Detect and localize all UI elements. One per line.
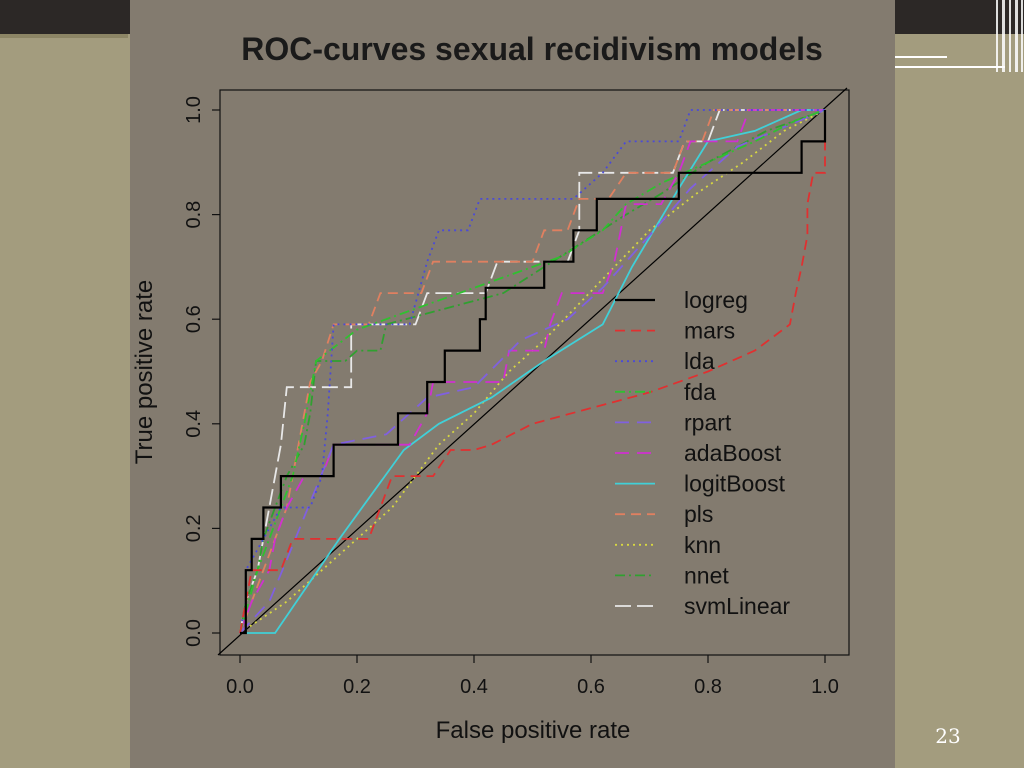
series-knn-line bbox=[239, 109, 826, 634]
x-tick-label: 0.8 bbox=[694, 676, 722, 698]
y-axis-title: True positive rate bbox=[131, 280, 158, 465]
y-tick-label: 0.4 bbox=[183, 410, 205, 438]
slide-number: 23 bbox=[935, 724, 961, 748]
chart-title: ROC-curves sexual recidivism models bbox=[241, 31, 823, 67]
legend-label-logitboost: logitBoost bbox=[684, 471, 786, 497]
legend-label-lda: lda bbox=[684, 348, 715, 374]
y-tick-label: 0.8 bbox=[183, 201, 205, 229]
series-mars-line bbox=[239, 110, 826, 634]
x-tick-label: 0.4 bbox=[460, 676, 488, 698]
series-logitboost-line bbox=[240, 109, 825, 634]
legend-label-nnet: nnet bbox=[684, 562, 729, 588]
series-fda-line bbox=[239, 109, 826, 634]
y-tick-label: 0.2 bbox=[183, 514, 205, 542]
series-rpart-line bbox=[239, 109, 826, 634]
x-axis-title: False positive rate bbox=[436, 717, 631, 744]
roc-chart: ROC-curves sexual recidivism models Fals… bbox=[131, 31, 850, 744]
decorative-bars bbox=[992, 0, 1024, 72]
legend-label-knn: knn bbox=[684, 532, 721, 558]
legend-label-pls: pls bbox=[684, 501, 713, 527]
legend-label-adaboost: adaBoost bbox=[684, 440, 782, 466]
legend-label-logreg: logreg bbox=[684, 287, 748, 313]
legend-label-rpart: rpart bbox=[684, 409, 732, 435]
series-pls-line bbox=[239, 109, 825, 634]
top-left-stripe bbox=[0, 34, 128, 38]
decorative-lines bbox=[895, 50, 1010, 75]
plot-frame bbox=[219, 89, 850, 656]
diagonal-reference-line bbox=[217, 87, 848, 656]
y-tick-label: 0.6 bbox=[183, 305, 205, 333]
x-tick-label: 0.2 bbox=[343, 676, 371, 698]
y-tick-label: 1.0 bbox=[183, 96, 205, 124]
x-tick-label: 0.0 bbox=[226, 676, 254, 698]
x-tick-label: 1.0 bbox=[811, 676, 839, 698]
series-logreg-line bbox=[240, 110, 827, 635]
legend-label-svmlinear: svmLinear bbox=[684, 593, 790, 619]
legend-label-fda: fda bbox=[684, 379, 716, 405]
x-tick-label: 0.6 bbox=[577, 676, 605, 698]
y-tick-label: 0.0 bbox=[183, 619, 205, 647]
legend-label-mars: mars bbox=[684, 318, 735, 344]
